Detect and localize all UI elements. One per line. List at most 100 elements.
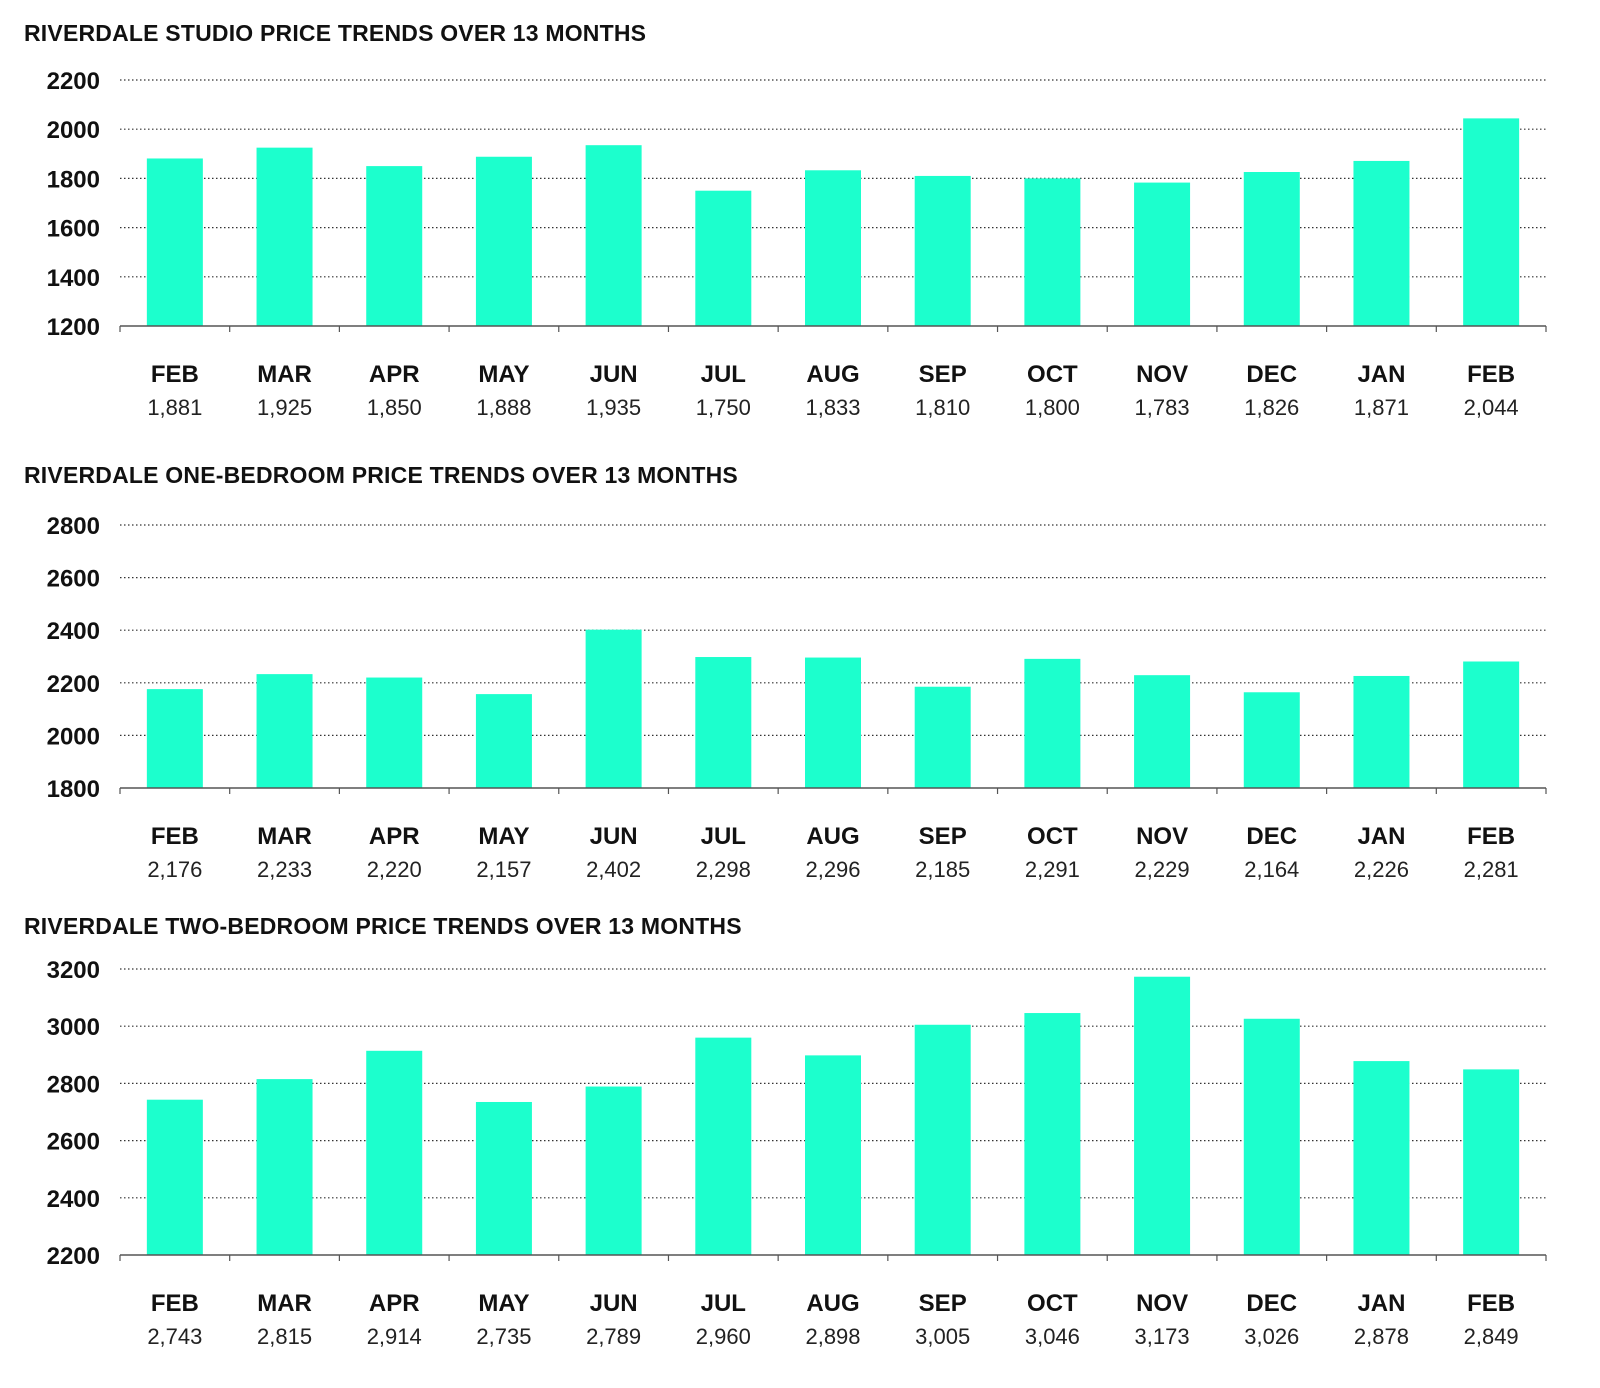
y-tick-label: 2600 (47, 1129, 100, 1156)
data-label: 1,750 (696, 395, 751, 420)
bar (585, 629, 642, 788)
data-label: 1,850 (367, 395, 422, 420)
data-label: 2,185 (915, 857, 970, 882)
x-category-label: OCT (1027, 361, 1078, 388)
x-category-label: FEB (151, 823, 199, 850)
data-label: 1,935 (586, 395, 641, 420)
data-label: 1,800 (1025, 395, 1080, 420)
y-tick-label: 3000 (47, 1014, 100, 1041)
bar (1134, 182, 1191, 326)
one-bedroom-chart-plot: 1800 2000 2200 2400 2600 2800 FEB 2,176 MAR 2,233… (47, 513, 1547, 882)
bar (146, 158, 203, 326)
chart-title: RIVERDALE STUDIO PRICE TRENDS OVER 13 MO… (24, 20, 647, 46)
x-category-label: FEB (1467, 823, 1515, 850)
data-label: 2,220 (367, 857, 422, 882)
x-category-label: APR (369, 823, 420, 850)
data-label: 2,743 (147, 1324, 202, 1349)
bar (366, 677, 423, 788)
two-bedroom-chart-plot: 2200 2400 2600 2800 3000 3200 FEB 2,743 MAR 2,815… (47, 957, 1547, 1349)
x-category-label: AUG (806, 823, 859, 850)
bar (1243, 1018, 1300, 1255)
data-label: 2,233 (257, 857, 312, 882)
data-label: 3,046 (1025, 1324, 1080, 1349)
y-tick-label: 1800 (47, 166, 100, 193)
data-label: 3,026 (1244, 1324, 1299, 1349)
bar (805, 657, 861, 788)
x-category-label: JAN (1357, 1290, 1405, 1317)
data-label: 1,833 (805, 395, 860, 420)
bar (1024, 178, 1081, 326)
x-category-label: MAR (257, 361, 312, 388)
bar (695, 657, 752, 788)
data-label: 2,735 (476, 1324, 531, 1349)
data-label: 1,881 (147, 395, 202, 420)
bar (256, 674, 313, 788)
data-label: 2,898 (805, 1324, 860, 1349)
studio-chart-plot: 1200 1400 1600 1800 2000 2200 FEB 1,881 MAR 1,925… (47, 68, 1547, 420)
bar (475, 1101, 532, 1255)
bar (1463, 1069, 1520, 1255)
bar (256, 147, 313, 326)
x-category-label: MAR (257, 1290, 312, 1317)
bar (695, 190, 752, 326)
data-label: 2,296 (805, 857, 860, 882)
y-tick-label: 2000 (47, 117, 100, 144)
data-label: 2,849 (1464, 1324, 1519, 1349)
x-category-label: FEB (151, 361, 199, 388)
data-label: 1,871 (1354, 395, 1409, 420)
x-category-label: OCT (1027, 1290, 1078, 1317)
x-category-label: JUN (590, 1290, 638, 1317)
bar (914, 1024, 971, 1255)
bar (366, 1050, 423, 1255)
data-label: 1,925 (257, 395, 312, 420)
y-tick-label: 3200 (47, 957, 100, 984)
x-category-label: APR (369, 361, 420, 388)
bar (1243, 172, 1300, 326)
x-category-label: MAY (478, 361, 529, 388)
data-label: 1,888 (476, 395, 531, 420)
data-label: 2,044 (1464, 395, 1519, 420)
data-label: 2,164 (1244, 857, 1299, 882)
x-category-label: SEP (919, 361, 967, 388)
x-category-label: JUN (590, 823, 638, 850)
data-label: 2,226 (1354, 857, 1409, 882)
data-label: 2,960 (696, 1324, 751, 1349)
bar (1463, 661, 1520, 788)
data-label: 2,878 (1354, 1324, 1409, 1349)
data-label: 2,229 (1135, 857, 1190, 882)
y-tick-label: 1400 (47, 265, 100, 292)
x-category-label: JUL (701, 823, 746, 850)
bar (1134, 976, 1191, 1255)
bar (1024, 1013, 1081, 1255)
y-tick-label: 2200 (47, 1243, 100, 1270)
bar (366, 166, 423, 326)
x-category-label: MAR (257, 823, 312, 850)
x-category-label: JUL (701, 1290, 746, 1317)
bar (1243, 692, 1300, 788)
data-label: 1,810 (915, 395, 970, 420)
y-tick-label: 1200 (47, 314, 100, 341)
bar (1134, 675, 1191, 788)
x-category-label: SEP (919, 1290, 967, 1317)
bar (1024, 658, 1081, 788)
bar (695, 1037, 752, 1255)
one-bedroom-price-chart: RIVERDALE ONE-BEDROOM PRICE TRENDS OVER … (0, 462, 1600, 882)
bar (585, 1086, 642, 1255)
two-bedroom-price-chart: RIVERDALE TWO-BEDROOM PRICE TRENDS OVER … (0, 913, 1600, 1388)
data-label: 2,291 (1025, 857, 1080, 882)
x-category-label: NOV (1136, 1290, 1188, 1317)
data-label: 2,815 (257, 1324, 312, 1349)
data-label: 2,914 (367, 1324, 422, 1349)
y-tick-label: 2400 (47, 618, 100, 645)
bar (1353, 1061, 1410, 1255)
x-category-label: FEB (1467, 361, 1515, 388)
y-tick-label: 1800 (47, 776, 100, 803)
x-category-label: OCT (1027, 823, 1078, 850)
x-category-label: APR (369, 1290, 420, 1317)
data-label: 3,005 (915, 1324, 970, 1349)
bar (475, 156, 532, 326)
x-category-label: MAY (478, 823, 529, 850)
bar (585, 145, 642, 326)
bar (256, 1079, 313, 1255)
data-label: 1,783 (1135, 395, 1190, 420)
